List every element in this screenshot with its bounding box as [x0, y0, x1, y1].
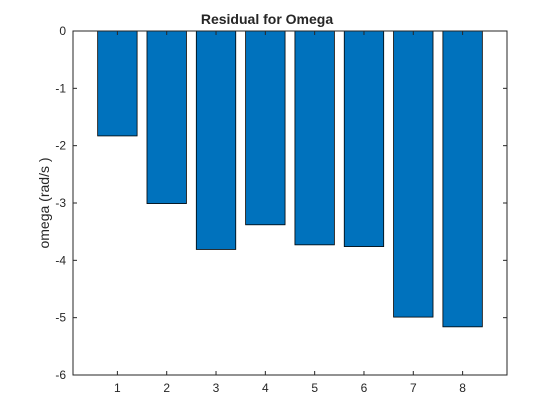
- x-tick-label: 6: [361, 381, 368, 395]
- plot-area: [73, 31, 507, 375]
- x-tick-label: 4: [262, 381, 269, 395]
- y-axis-label: omega (rad/s ): [36, 157, 52, 248]
- bar-4: [246, 31, 285, 225]
- bar-3: [196, 31, 235, 249]
- x-tick-label: 2: [163, 381, 170, 395]
- y-tick-label: -5: [55, 311, 66, 325]
- bar-6: [344, 31, 383, 247]
- y-tick-label: 0: [59, 24, 66, 38]
- bar-2: [147, 31, 186, 204]
- chart-title: Residual for Omega: [201, 11, 333, 27]
- y-tick-label: -1: [55, 81, 66, 95]
- x-tick-label: 1: [114, 381, 121, 395]
- y-tick-label: -6: [55, 368, 66, 382]
- x-tick-label: 8: [459, 381, 466, 395]
- bar-7: [394, 31, 433, 317]
- bar-5: [295, 31, 334, 245]
- y-tick-label: -3: [55, 196, 66, 210]
- bar-1: [98, 31, 137, 136]
- x-tick-label: 5: [311, 381, 318, 395]
- y-tick-label: -2: [55, 139, 66, 153]
- y-tick-label: -4: [55, 253, 66, 267]
- x-tick-label: 7: [410, 381, 417, 395]
- bar-8: [443, 31, 482, 327]
- x-tick-label: 3: [213, 381, 220, 395]
